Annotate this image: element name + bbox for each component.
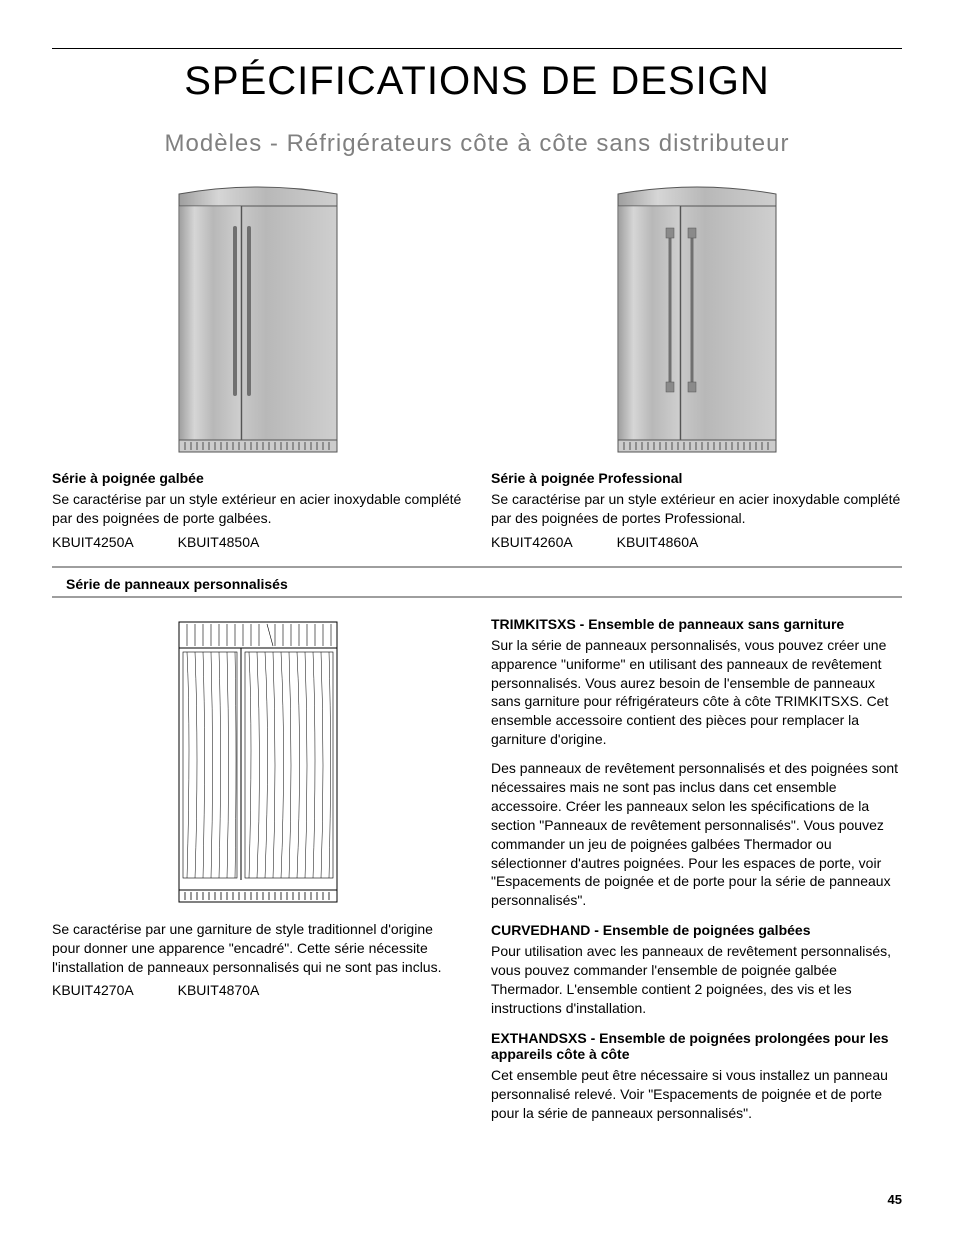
series-left-heading: Série à poignée galbée [52, 470, 463, 486]
section-divider [52, 566, 902, 568]
custom-row: Se caractérise par une garniture de styl… [52, 616, 902, 1129]
series-left-models: KBUIT4250A KBUIT4850A [52, 534, 463, 550]
trimkit-p1: Sur la série de panneaux personnalisés, … [491, 636, 902, 749]
series-right-body: Se caractérise par un style extérieur en… [491, 490, 902, 528]
fridge-custom-panel-image [173, 616, 343, 906]
page-subtitle: Modèles - Réfrigérateurs côte à côte san… [52, 130, 902, 158]
trimkit-p2: Des panneaux de revêtement personnalisés… [491, 759, 902, 910]
custom-section-heading: Série de panneaux personnalisés [52, 576, 902, 592]
model-code: KBUIT4270A [52, 982, 134, 998]
page-title: SPÉCIFICATIONS DE DESIGN [52, 59, 902, 104]
series-left-body: Se caractérise par un style extérieur en… [52, 490, 463, 528]
model-code: KBUIT4860A [617, 534, 699, 550]
fridge-professional-image [612, 176, 782, 456]
custom-models: KBUIT4270A KBUIT4870A [52, 982, 463, 998]
model-code: KBUIT4870A [178, 982, 260, 998]
model-code: KBUIT4850A [178, 534, 260, 550]
series-right-heading: Série à poignée Professional [491, 470, 902, 486]
series-right-col: Série à poignée Professional Se caractér… [491, 176, 902, 560]
exthand-heading: EXTHANDSXS - Ensemble de poignées prolon… [491, 1030, 902, 1062]
custom-body: Se caractérise par une garniture de styl… [52, 920, 463, 977]
custom-left-col: Se caractérise par une garniture de styl… [52, 616, 463, 1129]
trimkit-heading: TRIMKITSXS - Ensemble de panneaux sans g… [491, 616, 902, 632]
kits-col: TRIMKITSXS - Ensemble de panneaux sans g… [491, 616, 902, 1129]
model-code: KBUIT4260A [491, 534, 573, 550]
curvedhand-p1: Pour utilisation avec les panneaux de re… [491, 942, 902, 1018]
series-right-models: KBUIT4260A KBUIT4860A [491, 534, 902, 550]
series-row: Série à poignée galbée Se caractérise pa… [52, 176, 902, 560]
top-rule [52, 48, 902, 49]
curvedhand-heading: CURVEDHAND - Ensemble de poignées galbée… [491, 922, 902, 938]
exthand-p1: Cet ensemble peut être nécessaire si vou… [491, 1066, 902, 1123]
fridge-curved-image [173, 176, 343, 456]
model-code: KBUIT4250A [52, 534, 134, 550]
page-number: 45 [888, 1192, 902, 1207]
sub-divider [52, 596, 902, 598]
series-left-col: Série à poignée galbée Se caractérise pa… [52, 176, 463, 560]
